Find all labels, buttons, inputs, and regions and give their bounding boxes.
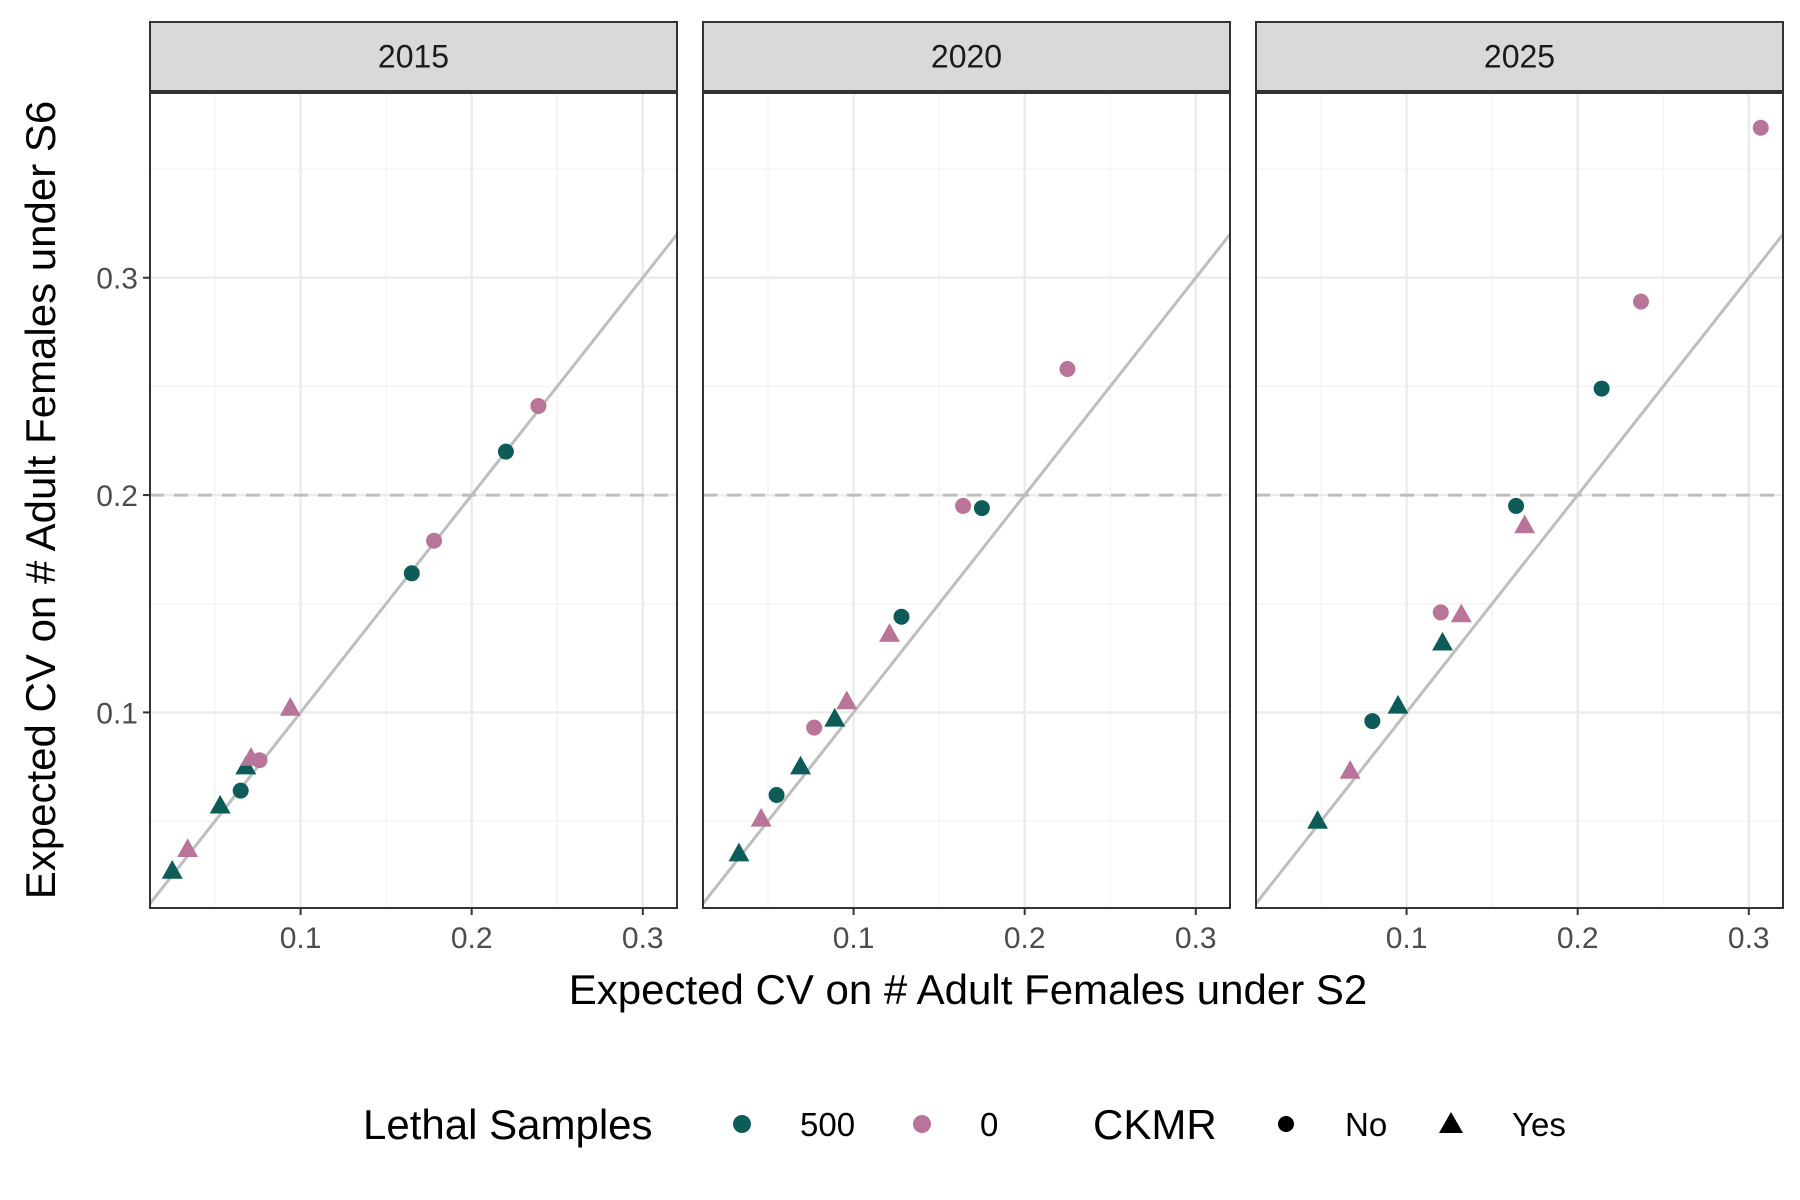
point-circle xyxy=(768,786,785,803)
point-circle xyxy=(1432,604,1449,621)
x-tick-label: 0.1 xyxy=(833,922,875,955)
panel-data-layer xyxy=(150,233,677,905)
panel-border xyxy=(149,92,678,909)
point-circle xyxy=(251,752,268,769)
point-circle xyxy=(426,532,443,549)
facet-strip xyxy=(149,21,678,92)
x-tick-label: 0.3 xyxy=(1175,922,1217,955)
y-axis-title: Expected CV on # Adult Females under S6 xyxy=(17,101,64,899)
point-circle xyxy=(806,719,823,736)
point-circle xyxy=(1752,119,1769,136)
x-tick-label: 0.3 xyxy=(622,922,664,955)
legend-key-yes xyxy=(1439,1112,1463,1133)
point-triangle xyxy=(836,690,858,710)
x-tick-label: 0.1 xyxy=(280,922,322,955)
point-triangle xyxy=(728,842,750,862)
point-circle xyxy=(497,443,514,460)
x-tick-label: 0.2 xyxy=(1557,922,1599,955)
x-tick-label: 0.1 xyxy=(1386,922,1428,955)
point-triangle xyxy=(879,623,900,642)
point-circle xyxy=(1059,361,1076,378)
point-circle xyxy=(973,500,990,517)
legend-label-0: 0 xyxy=(980,1106,998,1143)
panel-data-layer xyxy=(1256,119,1783,905)
y-tick-label: 0.2 xyxy=(96,480,138,513)
identity-line xyxy=(1256,233,1783,905)
legend-label-yes: Yes xyxy=(1512,1106,1566,1143)
legend-shape-title: CKMR xyxy=(1093,1101,1217,1148)
point-circle xyxy=(232,782,249,799)
facet-strip-label: 2025 xyxy=(1484,39,1555,75)
point-circle xyxy=(955,497,972,514)
point-triangle xyxy=(790,755,811,775)
point-circle xyxy=(1364,713,1381,730)
x-tick-label: 0.3 xyxy=(1728,922,1770,955)
legend-key-500 xyxy=(733,1115,751,1133)
y-tick-label: 0.1 xyxy=(96,697,138,730)
panel-2020: 2020 0.1 0.2 0.3 xyxy=(702,21,1231,955)
point-triangle xyxy=(279,697,301,716)
panel-border xyxy=(702,92,1231,909)
point-circle xyxy=(1593,380,1610,397)
point-triangle xyxy=(1514,514,1536,534)
legend-label-no: No xyxy=(1345,1106,1387,1143)
identity-line xyxy=(703,233,1230,905)
x-tick-label: 0.2 xyxy=(1004,922,1046,955)
facet-strip-label: 2015 xyxy=(378,39,449,75)
panel-2015: 2015 0.1 0.2 0.3 0.1 0.2 0.3 xyxy=(96,21,678,955)
panel-border xyxy=(1255,92,1784,909)
point-triangle xyxy=(161,860,183,879)
point-triangle xyxy=(177,838,199,858)
legend-color-title: Lethal Samples xyxy=(363,1101,653,1148)
x-tick-label: 0.2 xyxy=(451,922,493,955)
legend: Lethal Samples 500 0 CKMR No Yes xyxy=(363,1101,1566,1148)
point-triangle xyxy=(1450,603,1472,623)
point-triangle xyxy=(1339,760,1361,779)
point-triangle xyxy=(1432,631,1453,651)
point-circle xyxy=(893,608,910,625)
point-triangle xyxy=(209,794,231,814)
panels: 2015 0.1 0.2 0.3 0.1 0.2 0.3 2020 0.1 0.2 0.3 2025 0… xyxy=(96,21,1784,955)
panel-2025: 2025 0.1 0.2 0.3 xyxy=(1255,21,1784,955)
point-triangle xyxy=(1307,810,1329,829)
facet-strip-label: 2020 xyxy=(931,39,1002,75)
facet-strip xyxy=(702,21,1231,92)
point-triangle xyxy=(750,807,772,827)
facet-strip xyxy=(1255,21,1784,92)
point-circle xyxy=(530,397,547,414)
point-circle xyxy=(1632,293,1649,310)
y-tick-label: 0.3 xyxy=(96,263,138,296)
legend-key-0 xyxy=(913,1115,931,1133)
legend-label-500: 500 xyxy=(800,1106,855,1143)
point-triangle xyxy=(824,707,846,727)
x-axis-title: Expected CV on # Adult Females under S2 xyxy=(569,966,1367,1013)
panel-background xyxy=(150,93,677,908)
panel-data-layer xyxy=(703,233,1230,905)
point-circle xyxy=(403,565,420,582)
point-circle xyxy=(1508,497,1525,514)
legend-key-no xyxy=(1278,1116,1294,1132)
point-triangle xyxy=(1387,694,1409,714)
